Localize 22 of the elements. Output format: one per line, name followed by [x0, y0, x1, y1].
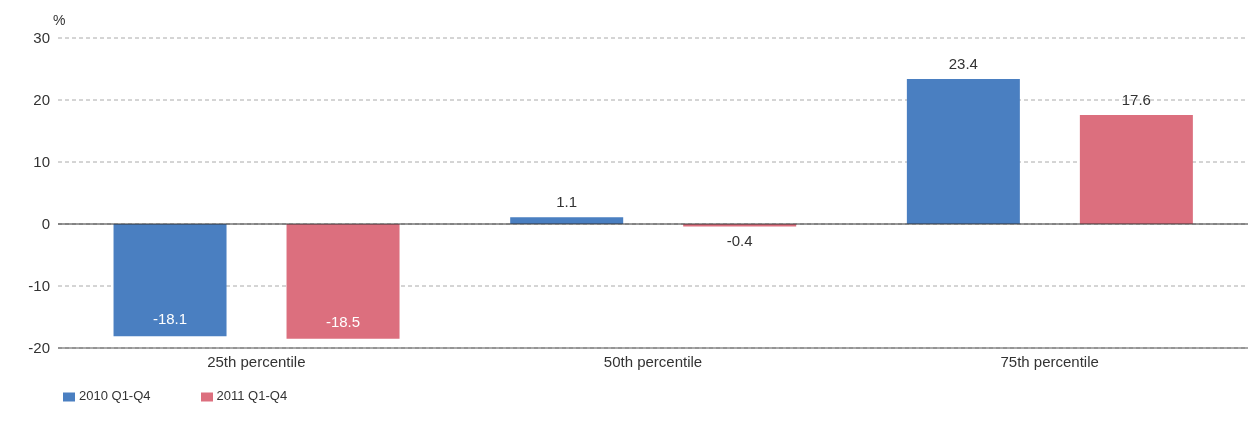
bar	[906, 78, 1020, 224]
legend-label: 2010 Q1-Q4	[79, 388, 151, 403]
data-label: -18.1	[152, 310, 188, 328]
data-label: 23.4	[948, 54, 978, 72]
x-tick-label: 75th percentile	[1000, 352, 1099, 370]
data-label: 17.6	[1121, 90, 1151, 108]
y-tick-label: 30	[33, 29, 50, 47]
data-label: 1.1	[556, 193, 578, 211]
data-label: -18.5	[325, 312, 361, 330]
bar	[286, 224, 400, 339]
y-tick-label: 10	[33, 153, 50, 171]
y-tick-label: -20	[28, 339, 50, 357]
y-tick-label: 0	[41, 215, 50, 233]
x-tick-label: 25th percentile	[207, 352, 306, 370]
data-label: -0.4	[726, 232, 753, 250]
x-tick-label: 50th percentile	[603, 352, 703, 370]
y-tick-label: -10	[28, 277, 50, 295]
bar	[113, 224, 227, 337]
legend-label: 2011 Q1-Q4	[216, 388, 288, 403]
y-tick-label: 20	[33, 91, 50, 109]
y-axis-title: %	[53, 12, 66, 28]
bar	[1079, 114, 1193, 224]
